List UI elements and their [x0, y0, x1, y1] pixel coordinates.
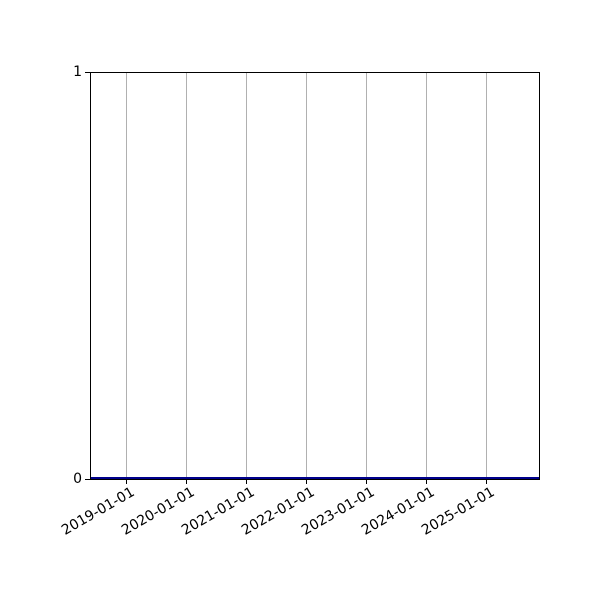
- x-tick-mark: [486, 480, 487, 484]
- y-tick-label: 1: [73, 64, 82, 80]
- y-tick-mark: [85, 72, 90, 73]
- x-tick-mark: [246, 480, 247, 484]
- gridline: [426, 73, 427, 479]
- gridline: [186, 73, 187, 479]
- x-tick-label: 2025-01-01: [419, 484, 498, 539]
- gridline: [486, 73, 487, 479]
- y-tick-mark: [85, 479, 90, 480]
- gridline: [306, 73, 307, 479]
- y-tick-label: 0: [73, 471, 82, 487]
- x-tick-mark: [126, 480, 127, 484]
- x-tick-mark: [426, 480, 427, 484]
- data-line-zero: [91, 477, 539, 479]
- gridline: [366, 73, 367, 479]
- plot-area: [90, 72, 540, 480]
- gridline: [246, 73, 247, 479]
- x-tick-mark: [366, 480, 367, 484]
- gridline: [126, 73, 127, 479]
- x-tick-mark: [186, 480, 187, 484]
- x-tick-mark: [306, 480, 307, 484]
